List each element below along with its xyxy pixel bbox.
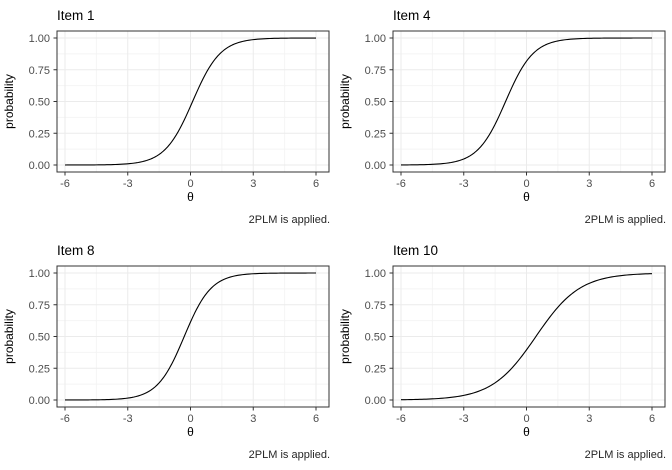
- x-axis-label: θ: [187, 425, 194, 439]
- x-axis-label: θ: [187, 190, 194, 204]
- y-axis-label: probability: [2, 74, 16, 129]
- y-axis-tick-label: 0.75: [365, 300, 386, 312]
- x-axis-tick-label: 6: [313, 178, 319, 190]
- x-axis-tick-label: 3: [586, 413, 592, 425]
- x-axis-tick-label: 6: [649, 178, 655, 190]
- x-axis-tick-label: -3: [123, 178, 133, 190]
- y-axis-label: probability: [338, 309, 352, 364]
- y-axis-tick-label: 0.25: [365, 363, 386, 375]
- panel-caption: 2PLM is applied.: [585, 214, 666, 226]
- x-axis-label: θ: [523, 190, 530, 204]
- x-axis-tick-label: -6: [60, 413, 70, 425]
- y-axis-tick-label: 0.50: [29, 332, 50, 344]
- panel-title: Item 1: [57, 8, 95, 23]
- x-axis-tick-label: 3: [250, 178, 256, 190]
- icc-curve: [64, 37, 316, 166]
- x-axis-tick-label: -6: [60, 178, 70, 190]
- y-axis-tick-label: 1.00: [365, 268, 386, 280]
- y-axis-tick-label: 0.25: [29, 128, 50, 140]
- icc-plot-svg: -6 -3 0 3 6 0.00 0.25 0.50 0.75 1.00 Item 8 θ probab…: [2, 243, 330, 461]
- icc-plot-svg: -6 -3 0 3 6 0.00 0.25 0.50 0.75 1.00 Item 10 θ proba…: [338, 243, 666, 461]
- panel-caption: 2PLM is applied.: [585, 449, 666, 461]
- y-axis-tick-label: 0.00: [365, 395, 386, 407]
- chart-panel-item-1: -6 -3 0 3 6 0.00 0.25 0.50 0.75 1.00 Item 1 θ probab…: [0, 0, 336, 235]
- y-axis-tick-label: 0.75: [365, 65, 386, 77]
- y-axis-tick-label: 0.50: [365, 97, 386, 109]
- x-axis-tick-label: -3: [459, 178, 469, 190]
- y-axis-tick-label: 1.00: [29, 33, 50, 45]
- y-axis-tick-label: 0.25: [365, 128, 386, 140]
- y-axis-tick-label: 0.25: [29, 363, 50, 375]
- y-axis-label: probability: [338, 74, 352, 129]
- panel-title: Item 8: [57, 243, 95, 258]
- x-axis-tick-label: -3: [459, 413, 469, 425]
- x-axis-tick-label: -3: [123, 413, 133, 425]
- x-axis-tick-label: 3: [250, 413, 256, 425]
- y-axis-tick-label: 1.00: [365, 33, 386, 45]
- panel-title: Item 10: [393, 243, 438, 258]
- x-axis-label: θ: [523, 425, 530, 439]
- panel-title: Item 4: [393, 8, 431, 23]
- y-axis-tick-label: 0.50: [29, 97, 50, 109]
- x-axis-tick-label: -6: [396, 413, 406, 425]
- chart-panel-item-4: -6 -3 0 3 6 0.00 0.25 0.50 0.75 1.00 Item 4 θ probab…: [336, 0, 672, 235]
- y-axis-tick-label: 1.00: [29, 268, 50, 280]
- icc-plot-svg: -6 -3 0 3 6 0.00 0.25 0.50 0.75 1.00 Item 4 θ probab…: [338, 8, 666, 226]
- y-axis-tick-label: 0.00: [29, 395, 50, 407]
- panel-caption: 2PLM is applied.: [249, 449, 330, 461]
- icc-curve: [65, 272, 316, 401]
- y-axis-label: probability: [2, 309, 16, 364]
- icc-curve: [400, 37, 652, 166]
- x-axis-tick-label: 6: [313, 413, 319, 425]
- x-axis-tick-label: 0: [523, 413, 529, 425]
- x-axis-tick-label: -6: [396, 178, 406, 190]
- x-axis-tick-label: 0: [523, 178, 529, 190]
- icc-curve: [400, 273, 653, 401]
- x-axis-tick-label: 3: [586, 178, 592, 190]
- y-axis-tick-label: 0.00: [365, 160, 386, 172]
- y-axis-tick-label: 0.00: [29, 160, 50, 172]
- icc-plot-svg: -6 -3 0 3 6 0.00 0.25 0.50 0.75 1.00 Item 1 θ probab…: [2, 8, 330, 226]
- panel-caption: 2PLM is applied.: [249, 214, 330, 226]
- y-axis-tick-label: 0.50: [365, 332, 386, 344]
- y-axis-tick-label: 0.75: [29, 65, 50, 77]
- x-axis-tick-label: 0: [187, 178, 193, 190]
- y-axis-tick-label: 0.75: [29, 300, 50, 312]
- chart-panel-item-10: -6 -3 0 3 6 0.00 0.25 0.50 0.75 1.00 Item 10 θ proba…: [336, 235, 672, 470]
- x-axis-tick-label: 6: [649, 413, 655, 425]
- chart-panel-item-8: -6 -3 0 3 6 0.00 0.25 0.50 0.75 1.00 Item 8 θ probab…: [0, 235, 336, 470]
- x-axis-tick-label: 0: [187, 413, 193, 425]
